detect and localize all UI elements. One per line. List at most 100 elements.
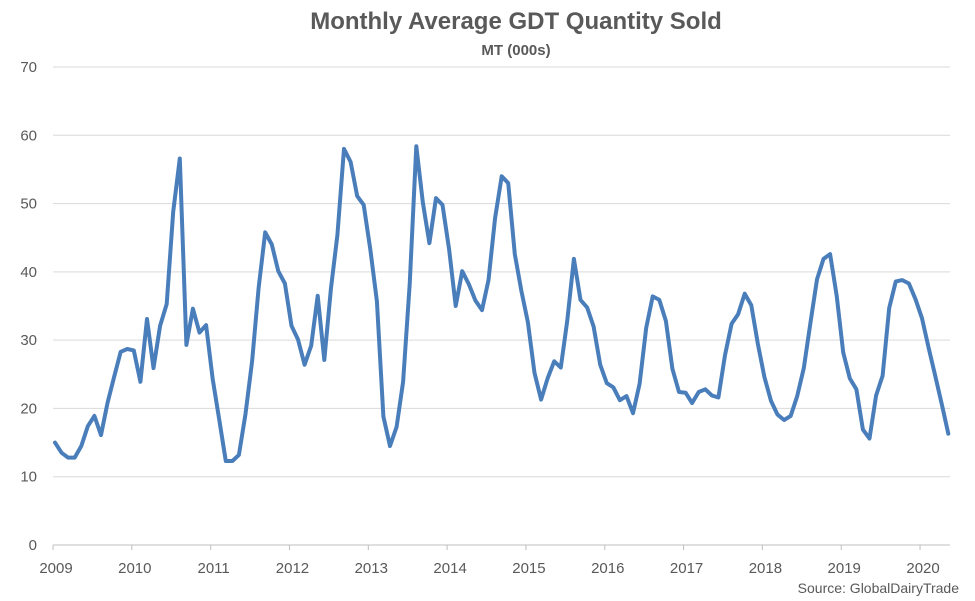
x-tick-label: 2013 [355,560,388,577]
data-point [631,411,635,415]
y-tick-label: 60 [20,127,37,144]
data-point [217,417,221,421]
data-point [250,359,254,363]
data-point [940,402,944,406]
data-point [198,331,202,335]
data-point [441,203,445,207]
data-point [579,298,583,302]
data-point [677,390,681,394]
series-line [53,144,951,463]
data-point [506,181,510,185]
data-point [933,374,937,378]
data-point [145,317,149,321]
data-point [86,424,90,428]
data-point [349,160,353,164]
data-point [513,252,517,256]
data-point [152,366,156,370]
data-point [112,375,116,379]
data-point [644,326,648,330]
data-point [565,318,569,322]
data-point [487,278,491,282]
data-point [244,412,248,416]
data-point [723,353,727,357]
data-point [552,359,556,363]
data-point [822,257,826,261]
data-point [657,298,661,302]
data-point [230,459,234,463]
data-point [427,241,431,245]
data-point [670,367,674,371]
data-point [309,344,313,348]
data-point [861,428,865,432]
data-point [99,433,103,437]
data-point [874,394,878,398]
data-point [342,147,346,151]
data-point [237,453,241,457]
data-point [434,196,438,200]
data-point [184,343,188,347]
data-point [946,432,950,436]
data-point [730,322,734,326]
data-point [270,243,274,247]
data-point [263,230,267,234]
x-tick-label: 2020 [906,560,939,577]
data-point [868,437,872,441]
data-point [900,278,904,282]
x-tick-label: 2017 [670,560,703,577]
data-point [894,279,898,283]
data-point [355,194,359,198]
data-point [592,325,596,329]
data-point [224,459,228,463]
x-tick-label: 2018 [749,560,782,577]
data-point [368,247,372,251]
data-point [171,210,175,214]
y-tick-label: 10 [20,469,37,486]
data-point [375,299,379,303]
data-point [322,358,326,362]
data-point [690,401,694,405]
data-point [808,321,812,325]
y-tick-label: 70 [20,59,37,76]
data-point [381,415,385,419]
data-point [335,233,339,237]
data-point [927,346,931,350]
data-point [769,399,773,403]
x-tick-label: 2009 [39,560,72,577]
data-point [920,316,924,320]
data-point [782,418,786,422]
data-point [257,286,261,290]
data-point [539,398,543,402]
data-point [749,303,753,307]
data-point [473,299,477,303]
data-point [841,350,845,354]
data-point [684,391,688,395]
data-point [362,203,366,207]
data-point [881,374,885,378]
data-point [480,308,484,312]
data-point [53,441,57,445]
chart-title: Monthly Average GDT Quantity Sold [310,8,722,35]
data-point [789,414,793,418]
data-point [854,387,858,391]
data-point [316,294,320,298]
data-point [703,387,707,391]
data-point [815,277,819,281]
data-point [611,385,615,389]
data-point [546,376,550,380]
data-point [191,307,195,311]
data-point [776,413,780,417]
y-tick-label: 30 [20,332,37,349]
data-point [296,338,300,342]
y-tick-label: 40 [20,264,37,281]
data-point [572,257,576,261]
data-point [716,396,720,400]
data-point [697,390,701,394]
data-point [710,394,714,398]
x-tick-label: 2019 [828,560,861,577]
data-point [119,350,123,354]
data-point [283,282,287,286]
data-point [638,382,642,386]
data-point [132,348,136,352]
data-point [106,401,110,405]
data-point [178,157,182,161]
